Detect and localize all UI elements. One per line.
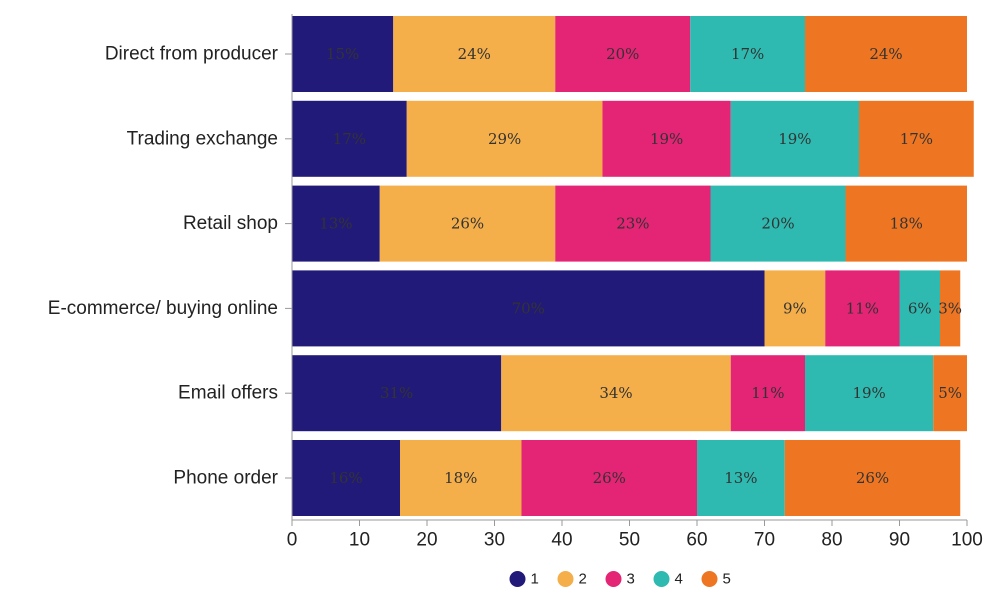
bar-segment [845, 185, 967, 262]
data-label: 15% [326, 45, 359, 63]
x-tick-label: 80 [821, 530, 842, 551]
bar-segment [602, 100, 731, 177]
category-label: E-commerce/ buying online [48, 298, 278, 319]
bar-segment [730, 355, 805, 432]
data-label: 13% [319, 215, 352, 233]
bar-segment [690, 16, 805, 92]
bar-segment [764, 270, 826, 347]
legend-item: 2 [557, 571, 587, 588]
x-tick-label: 100 [951, 530, 983, 551]
x-tick-label: 10 [349, 530, 370, 551]
data-label: 23% [616, 215, 649, 233]
data-label: 18% [444, 469, 477, 487]
bar-segment [697, 440, 785, 516]
legend-marker [701, 571, 718, 587]
bar-segment [292, 16, 394, 92]
legend-label: 1 [531, 571, 539, 588]
legend-marker [605, 571, 622, 587]
data-label: 29% [488, 130, 521, 148]
data-label: 13% [724, 469, 757, 487]
data-label: 19% [852, 384, 885, 402]
legend-marker [653, 571, 670, 587]
data-label: 11% [846, 299, 879, 317]
legend-item: 5 [701, 571, 731, 588]
legend: 1 2 3 4 5 [509, 571, 731, 588]
legend-label: 3 [627, 571, 635, 588]
bar-segment [710, 185, 846, 262]
category-axis: Direct from producer Trading exchange Reta… [48, 44, 292, 489]
x-tick-label: 30 [484, 530, 505, 551]
legend-label: 2 [579, 571, 587, 588]
bar-segment [730, 100, 859, 177]
x-tick-label: 70 [754, 530, 775, 551]
bar-segment [859, 100, 974, 177]
bar-segment [521, 440, 697, 516]
data-label: 34% [599, 384, 632, 402]
bar-area [292, 16, 974, 516]
category-label: Phone order [173, 468, 278, 489]
x-tick-label: 90 [889, 530, 910, 551]
data-label: 11% [751, 384, 784, 402]
data-label: 24% [869, 45, 902, 63]
data-label: 3% [938, 299, 962, 317]
data-label: 20% [606, 45, 639, 63]
bar-segment [933, 355, 967, 432]
bar-segment [292, 355, 502, 432]
data-label: 19% [778, 130, 811, 148]
data-label: 26% [856, 469, 889, 487]
legend-label: 4 [675, 571, 683, 588]
data-label: 17% [333, 130, 366, 148]
data-label: 17% [731, 45, 764, 63]
data-label: 26% [451, 215, 484, 233]
legend-label: 5 [723, 571, 731, 588]
category-label: Trading exchange [127, 128, 278, 149]
data-label: 18% [890, 215, 923, 233]
data-label: 24% [458, 45, 491, 63]
data-label: 17% [900, 130, 933, 148]
legend-item: 3 [605, 571, 635, 588]
bar-segment [379, 185, 556, 262]
data-label: 20% [761, 215, 794, 233]
bar-segment [393, 16, 556, 92]
data-label: 70% [512, 299, 545, 317]
bar-segment [555, 16, 691, 92]
x-axis: 0 10 20 30 40 50 60 70 80 90 100 [287, 14, 983, 551]
data-label: 26% [593, 469, 626, 487]
x-tick-label: 50 [619, 530, 640, 551]
bar-segment [292, 440, 400, 516]
bar-segment [292, 270, 765, 347]
data-label: 19% [650, 130, 683, 148]
x-tick-label: 40 [551, 530, 572, 551]
bar-segment [825, 270, 900, 347]
legend-item: 4 [653, 571, 683, 588]
x-tick-label: 0 [287, 530, 298, 551]
bar-segment [292, 100, 407, 177]
x-tick-label: 60 [686, 530, 707, 551]
legend-marker [509, 571, 526, 587]
bar-segment [555, 185, 711, 262]
data-label: 31% [380, 384, 413, 402]
bar-segment [805, 16, 967, 92]
bar-segment [501, 355, 731, 432]
data-label: 9% [783, 299, 807, 317]
bar-segment [805, 355, 934, 432]
category-label: Email offers [178, 383, 278, 404]
legend-item: 1 [509, 571, 539, 588]
bar-segment [940, 270, 961, 347]
data-label: 6% [908, 299, 932, 317]
bar-segment [899, 270, 940, 347]
bar-segment [292, 185, 380, 262]
x-tick-label: 20 [416, 530, 437, 551]
data-labels: 15% 24% 20% 17% 24% 17% 29% 19% 19% 17% 13% 26% 23% 2… [319, 45, 962, 487]
bar-segment [406, 100, 603, 177]
category-label: Retail shop [183, 213, 278, 234]
bar-segment [784, 440, 961, 516]
category-label: Direct from producer [105, 44, 279, 65]
legend-marker [557, 571, 574, 587]
data-label: 16% [329, 469, 362, 487]
bar-segment [400, 440, 522, 516]
data-label: 5% [938, 384, 962, 402]
